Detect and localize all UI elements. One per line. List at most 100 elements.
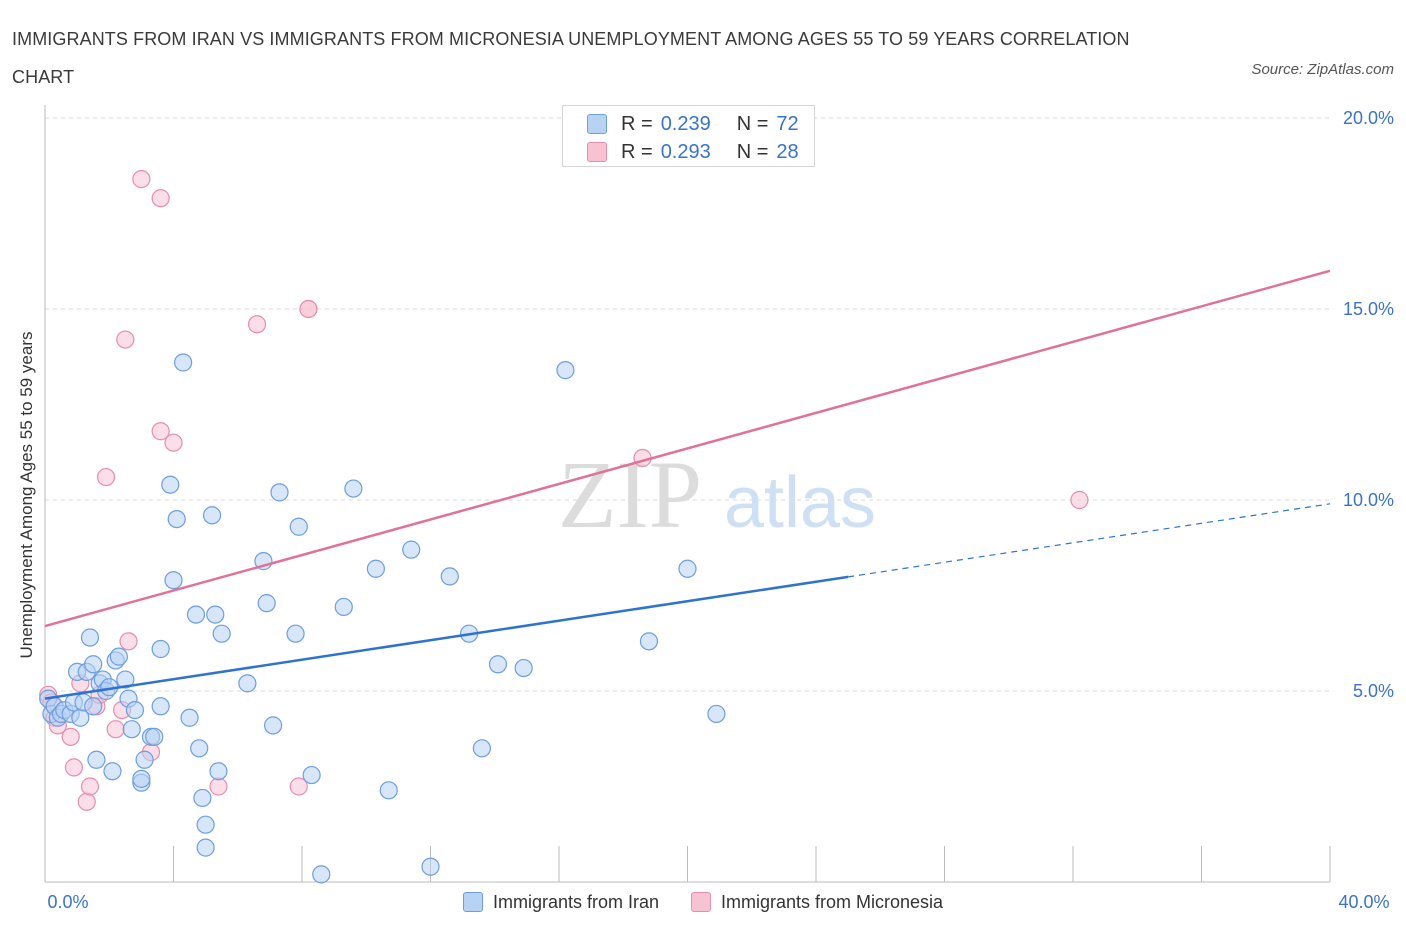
iran-point <box>151 639 170 659</box>
legend-swatch-iran <box>462 892 483 912</box>
grid-layer <box>45 117 1330 692</box>
iran-point <box>116 670 135 689</box>
micronesia-point <box>151 422 170 441</box>
iran-point <box>212 624 231 643</box>
iran-point <box>164 571 183 590</box>
micronesia-trend-line <box>44 269 1331 628</box>
micronesia-point <box>299 299 318 319</box>
iran-point <box>379 781 398 800</box>
iran-point <box>289 517 308 536</box>
iran-point <box>678 559 697 578</box>
r-value: 0.293 <box>660 140 711 163</box>
y-tick-label: 5.0% <box>1353 681 1394 701</box>
trend-layer <box>44 269 1331 700</box>
watermark-atlas: atlas <box>724 463 876 543</box>
iran-point <box>302 765 321 785</box>
micronesia-point <box>106 720 125 739</box>
iran-point <box>84 697 103 716</box>
iran-point <box>488 655 508 674</box>
y-tick-label: 15.0% <box>1343 299 1394 319</box>
iran-point <box>209 762 228 781</box>
iran-point <box>206 605 225 624</box>
iran-point <box>109 647 128 666</box>
micronesia-point <box>77 792 96 811</box>
n-label: N = <box>736 112 769 135</box>
iran-point <box>84 655 103 674</box>
x-tick-label-max: 40.0% <box>1338 892 1389 912</box>
iran-point <box>238 674 257 693</box>
chart-title: IMMIGRANTS FROM IRAN VS IMMIGRANTS FROM … <box>12 29 1130 87</box>
source-label: Source: ZipAtlas.com <box>1251 61 1394 78</box>
x-tick-label-min: 0.0% <box>47 892 88 912</box>
micronesia-point <box>61 727 80 746</box>
micronesia-point <box>289 777 308 796</box>
iran-point <box>707 704 726 724</box>
n-value: 72 <box>776 112 799 135</box>
micronesia-point <box>80 777 100 796</box>
legend-item-iran[interactable]: Immigrants from Iran <box>462 891 659 913</box>
micronesia-point <box>132 170 151 189</box>
y-tick-label: 10.0% <box>1343 490 1394 510</box>
legend-row-iran: R = 0.239 N = 72 <box>587 112 799 136</box>
iran-trend-extension <box>848 503 1331 578</box>
iran-point <box>145 727 164 746</box>
iran-point <box>193 788 212 808</box>
y-axis-label: Unemployment Among Ages 55 to 59 years <box>17 332 36 659</box>
iran-point <box>180 708 199 727</box>
legend-item-micronesia[interactable]: Immigrants from Micronesia <box>691 892 943 913</box>
micronesia-point <box>1070 490 1089 510</box>
legend-swatch-micronesia <box>691 892 711 912</box>
series-iran-points <box>39 353 726 884</box>
iran-point <box>132 769 151 788</box>
iran-point <box>174 353 193 372</box>
iran-point <box>263 716 283 735</box>
iran-point <box>122 720 141 739</box>
iran-point <box>80 628 100 647</box>
iran-point <box>440 567 459 586</box>
iran-point <box>421 857 440 876</box>
r-label: R = <box>621 112 653 135</box>
legend-row-micronesia: R = 0.293 N = 28 <box>587 140 799 164</box>
iran-point <box>202 506 222 525</box>
micronesia-point <box>116 330 135 349</box>
iran-point <box>103 762 122 781</box>
iran-point <box>312 865 331 884</box>
axis-layer: 5.0% 10.0% 15.0% 20.0% <box>44 105 1394 883</box>
iran-point <box>190 739 209 758</box>
iran-point <box>286 624 305 643</box>
micronesia-point <box>164 433 183 452</box>
iran-point <box>196 838 215 857</box>
iran-point <box>402 540 421 559</box>
iran-trend-line <box>44 575 849 700</box>
iran-point <box>472 739 491 758</box>
iran-point <box>135 750 154 769</box>
iran-point <box>151 697 170 716</box>
correlation-legend: R = 0.239 N = 72 R = 0.293 N = 28 <box>562 105 815 167</box>
iran-point <box>161 475 180 494</box>
iran-point <box>344 479 363 498</box>
iran-point <box>639 632 659 651</box>
legend-label-iran: Immigrants from Iran <box>492 891 659 912</box>
iran-point <box>270 483 289 502</box>
micronesia-point <box>64 758 84 777</box>
watermark-zip: ZIP <box>558 441 702 548</box>
legend-swatch-iran <box>587 114 607 134</box>
iran-point <box>196 815 215 834</box>
micronesia-point <box>151 189 170 208</box>
micronesia-point <box>119 632 138 651</box>
micronesia-point <box>247 315 267 334</box>
iran-point <box>257 594 276 613</box>
r-value: 0.239 <box>660 112 711 135</box>
iran-point <box>167 509 186 529</box>
iran-point <box>514 658 533 678</box>
watermark: ZIP atlas <box>558 441 876 548</box>
series-legend: Immigrants from Iran Immigrants from Mic… <box>0 888 1406 916</box>
iran-point <box>87 750 106 769</box>
legend-label-micronesia: Immigrants from Micronesia <box>721 891 944 912</box>
legend-swatch-micronesia <box>587 142 607 162</box>
iran-point <box>334 597 353 617</box>
iran-point <box>366 559 385 578</box>
iran-point <box>186 605 206 624</box>
